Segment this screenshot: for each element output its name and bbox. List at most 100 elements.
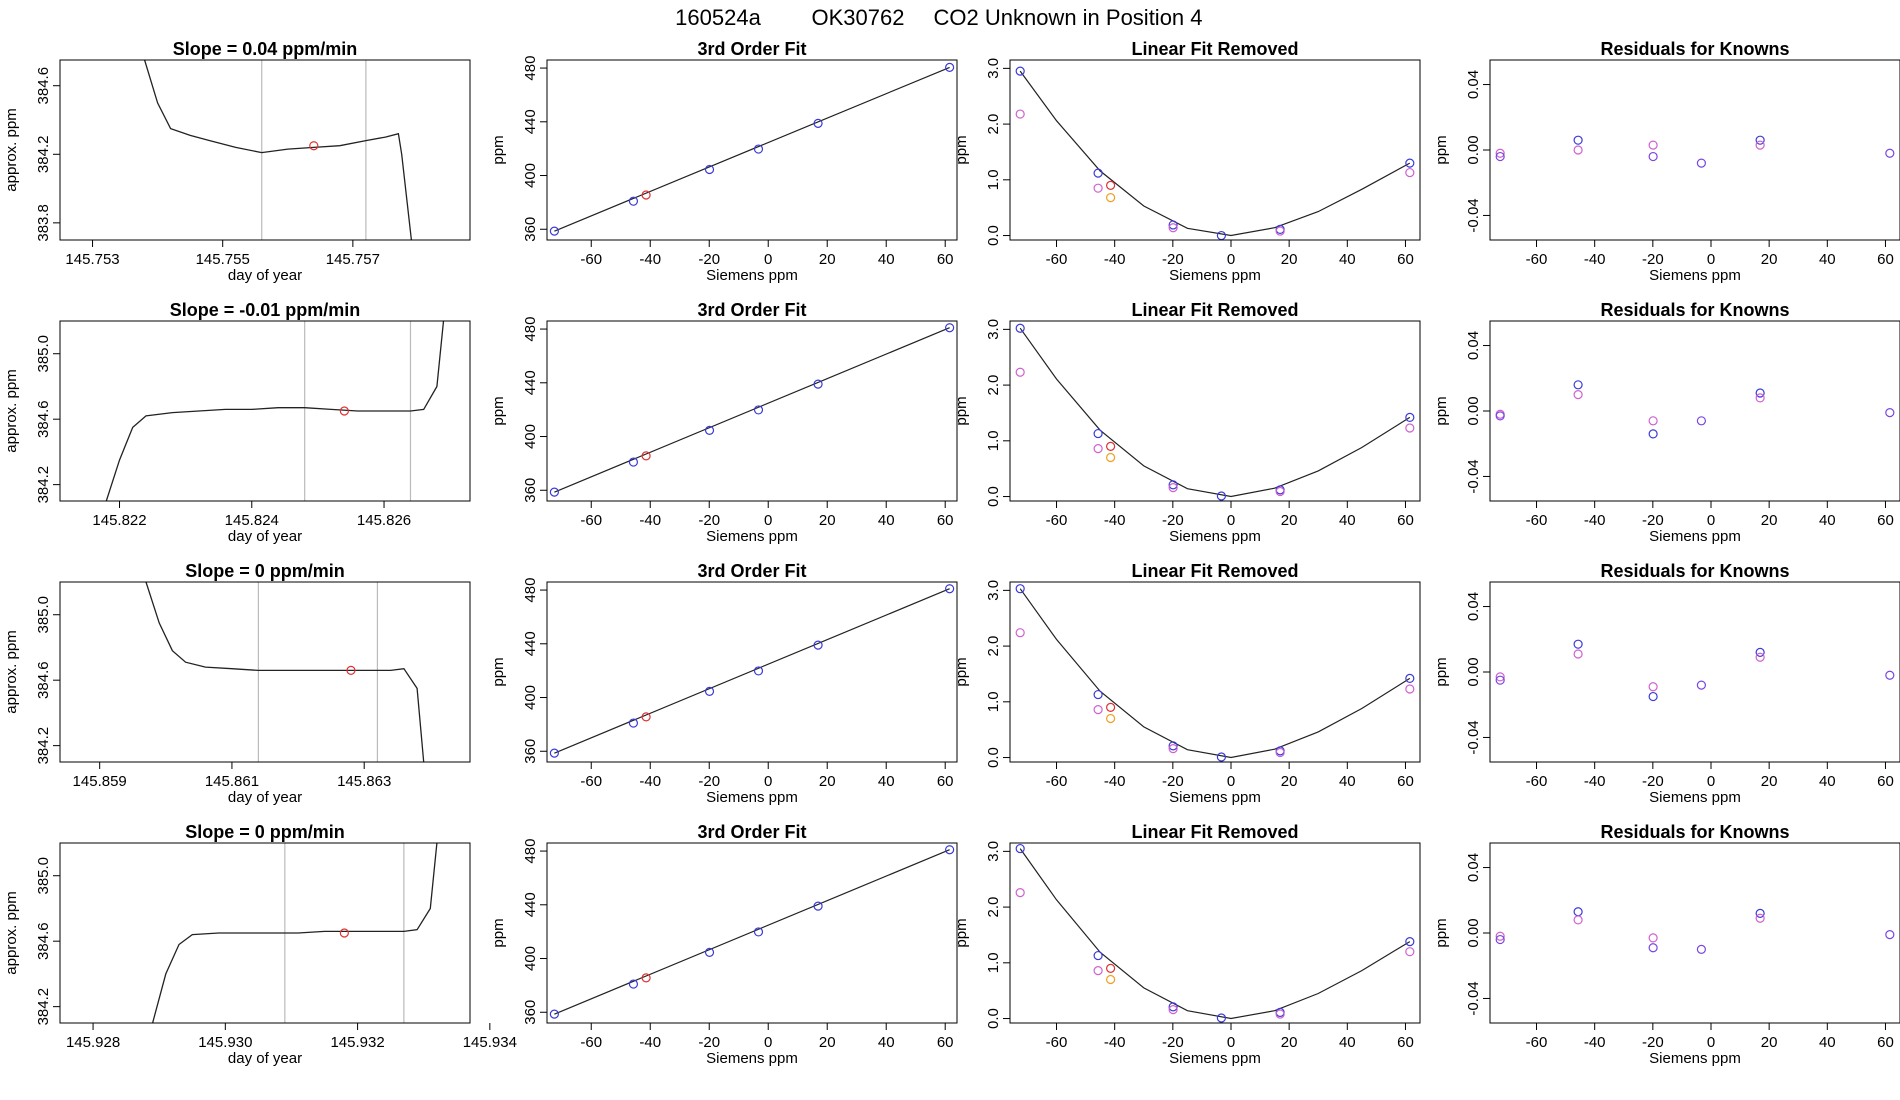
- data-point: [1495, 675, 1505, 685]
- data-point: [1755, 140, 1765, 150]
- data-point: [1168, 483, 1178, 493]
- data-point: [1216, 1013, 1226, 1023]
- data-point: [1696, 416, 1706, 426]
- data-point: [1648, 682, 1658, 692]
- data-point: [1405, 947, 1415, 957]
- plot-frame: [1009, 842, 1421, 1024]
- y-tick-label: 0.00: [1465, 135, 1482, 164]
- data-point: [945, 845, 955, 855]
- plot-area: [1015, 66, 1415, 240]
- x-tick-label: 60: [937, 1034, 954, 1051]
- chart-panel-fit-1: 3rd Order Fit -60 -40 -20 0 20 40 60 360 400 440 48…: [490, 39, 958, 284]
- y-tick-label: -0.04: [1465, 981, 1482, 1015]
- x-tick-label: 20: [819, 251, 836, 268]
- x-tick-label: 60: [1877, 512, 1894, 529]
- data-point: [628, 457, 639, 467]
- chart-panel-resid-2: Residuals for Knowns -60 -40 -20 0 20 40 60 -0.0…: [1433, 300, 1900, 545]
- y-tick-label: 480: [522, 56, 539, 81]
- y-tick-label: 0.0: [985, 225, 1002, 246]
- data-point: [1106, 452, 1116, 463]
- data-point: [753, 666, 764, 676]
- plot-frame: [546, 581, 958, 763]
- data-point: [1755, 908, 1765, 918]
- x-tick-label: -40: [639, 773, 661, 790]
- data-point: [1405, 673, 1415, 684]
- x-tick-label: 20: [1761, 512, 1778, 529]
- panel-title: Slope = 0 ppm/min: [185, 822, 345, 842]
- y-tick-label: 1.0: [985, 169, 1002, 190]
- y-tick-label: 0.04: [1465, 70, 1482, 99]
- chart-panel-resid-1: Residuals for Knowns -60 -40 -20 0 20 40 60 -0.0…: [1433, 39, 1900, 284]
- plot-area: [105, 321, 445, 501]
- x-axis-label: Siemens ppm: [1649, 1050, 1741, 1067]
- x-tick-label: 0: [1707, 251, 1715, 268]
- x-axis-label: Siemens ppm: [1649, 528, 1741, 545]
- x-tick-label: -60: [580, 773, 602, 790]
- data-point: [945, 584, 955, 594]
- data-point: [1495, 148, 1505, 158]
- x-tick-label: 60: [1397, 251, 1414, 268]
- panel-title: Residuals for Knowns: [1600, 300, 1789, 320]
- data-point: [1275, 226, 1285, 236]
- chart-panel-linfit-2: Linear Fit Removed -60 -40 -20 0 20 40 60 0.0 1.0…: [953, 300, 1421, 545]
- x-tick-label: -60: [1526, 773, 1548, 790]
- x-tick-label: -20: [1642, 773, 1664, 790]
- x-tick-label: -40: [1584, 773, 1606, 790]
- x-tick-label: 145.863: [337, 773, 391, 790]
- x-tick-label: -60: [1046, 512, 1068, 529]
- data-point: [1573, 649, 1583, 659]
- y-axis-label: ppm: [953, 918, 970, 947]
- x-tick-label: -60: [1046, 773, 1068, 790]
- chart-panel-fit-3: 3rd Order Fit -60 -40 -20 0 20 40 60 360 400 440 48…: [490, 561, 958, 806]
- panel-grid: Slope = 0.04 ppm/min 145.753 145.755 145.75…: [3, 39, 1900, 1067]
- y-tick-label: 384.2: [35, 988, 52, 1026]
- plot-frame: [59, 320, 471, 502]
- plot-area: [1495, 639, 1895, 702]
- y-tick-label: 3.0: [985, 580, 1002, 601]
- data-point: [704, 164, 715, 175]
- panel-title: 3rd Order Fit: [697, 822, 806, 842]
- data-point: [1015, 584, 1025, 594]
- x-axis-label: Siemens ppm: [706, 1050, 798, 1067]
- y-tick-label: 385.0: [35, 596, 52, 634]
- chart-panel-linfit-1: Linear Fit Removed -60 -40 -20 0 20 40 60 0.0 1.0…: [953, 39, 1421, 284]
- x-tick-label: 20: [1281, 512, 1298, 529]
- data-point: [1573, 380, 1583, 390]
- y-tick-label: 400: [522, 424, 539, 449]
- y-tick-label: 440: [522, 370, 539, 395]
- data-point: [1755, 393, 1765, 403]
- data-point: [1106, 180, 1116, 190]
- y-tick-label: 2.0: [985, 636, 1002, 657]
- x-tick-label: 60: [937, 251, 954, 268]
- x-tick-label: 145.861: [205, 773, 259, 790]
- plot-area: [549, 584, 955, 758]
- data-point: [813, 640, 823, 650]
- plot-area: [1015, 843, 1415, 1023]
- data-point: [641, 451, 651, 461]
- x-tick-label: 0: [764, 1034, 772, 1051]
- x-tick-label: 0: [764, 251, 772, 268]
- x-tick-label: -20: [1642, 251, 1664, 268]
- data-point: [1275, 486, 1285, 497]
- panel-title: Residuals for Knowns: [1600, 822, 1789, 842]
- x-tick-label: -60: [580, 512, 602, 529]
- y-tick-label: 1.0: [985, 952, 1002, 973]
- y-tick-label: 480: [522, 578, 539, 603]
- x-tick-label: 0: [1227, 251, 1235, 268]
- y-axis-label: ppm: [490, 396, 507, 425]
- y-tick-label: 440: [522, 109, 539, 134]
- plot-frame: [546, 842, 958, 1024]
- plot-frame: [1489, 581, 1900, 763]
- data-point: [1755, 913, 1765, 923]
- y-tick-label: 2.0: [985, 897, 1002, 918]
- data-point: [1885, 930, 1895, 940]
- y-tick-label: 0.00: [1465, 396, 1482, 425]
- x-tick-label: 20: [1761, 1034, 1778, 1051]
- x-tick-label: -40: [639, 512, 661, 529]
- x-tick-label: -20: [1642, 512, 1664, 529]
- plot-frame: [1489, 59, 1900, 241]
- figure-title-run-id: 160524a: [675, 5, 761, 30]
- plot-area: [1015, 323, 1415, 501]
- data-point: [1885, 148, 1895, 158]
